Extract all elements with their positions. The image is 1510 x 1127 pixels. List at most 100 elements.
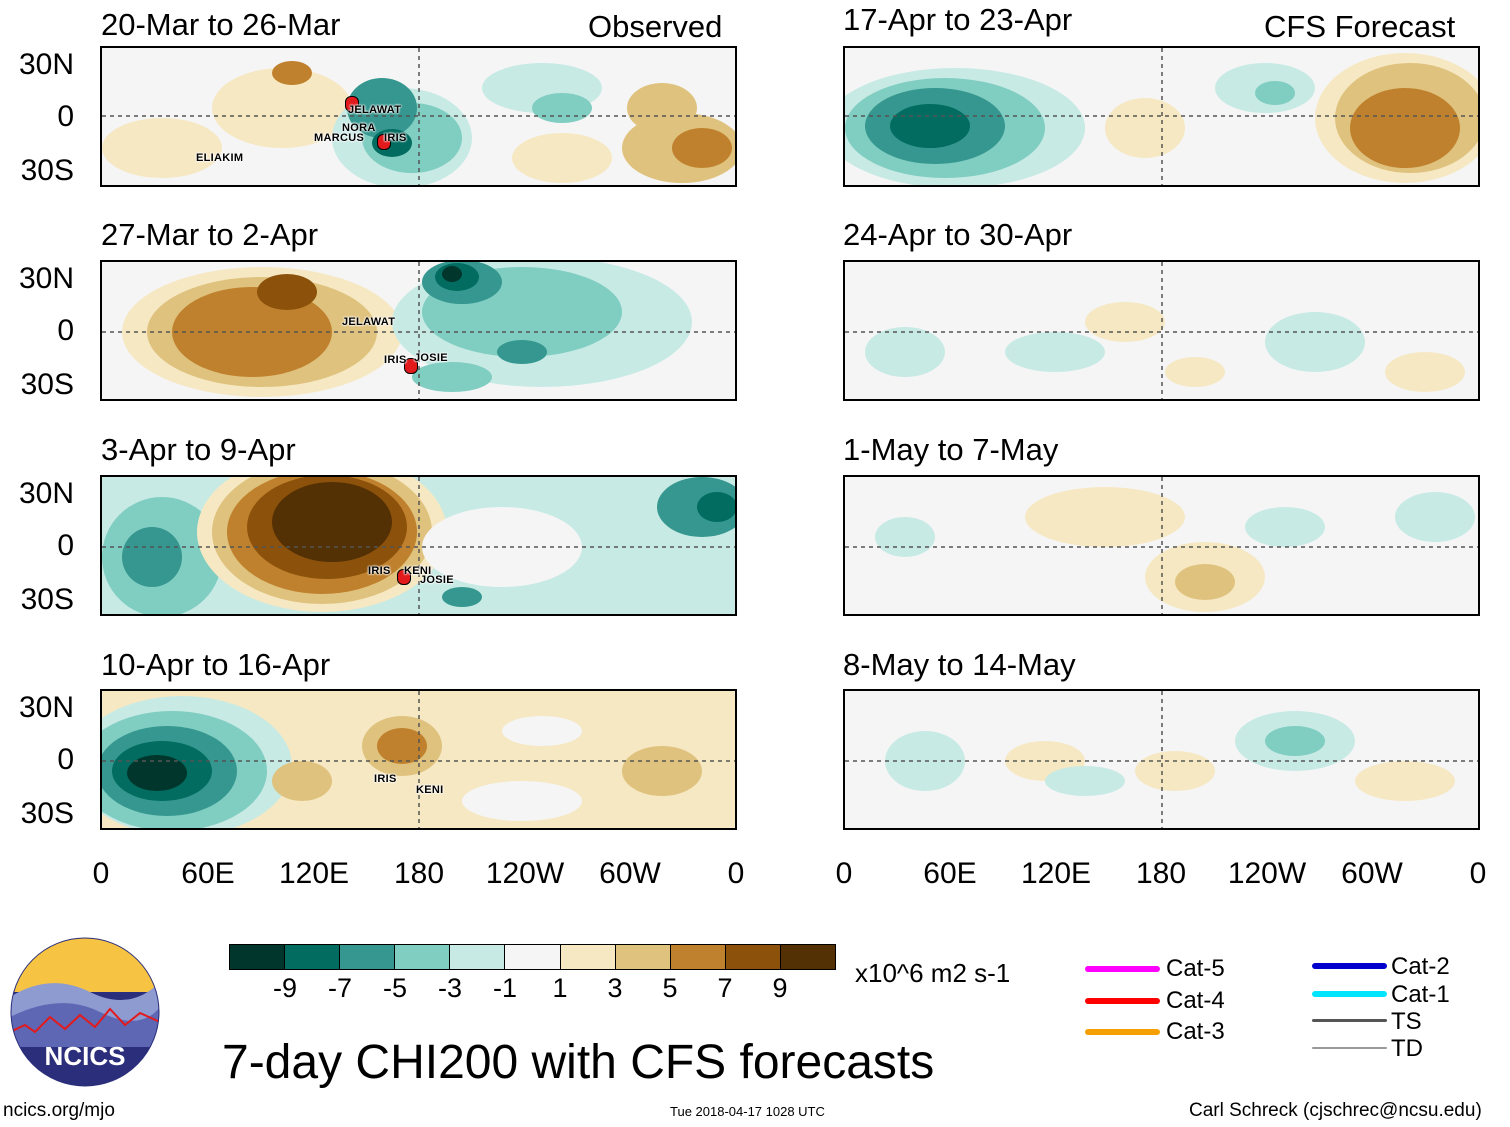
- lon-label: 120W: [485, 857, 565, 890]
- lon-label: 0: [835, 857, 853, 890]
- colorbar-tick: -3: [437, 973, 462, 1003]
- lon-label: 180: [393, 857, 445, 890]
- colorbar-tick: -5: [382, 973, 407, 1003]
- colorbar-swatch: [339, 945, 395, 969]
- legend-label: TS: [1391, 1008, 1422, 1035]
- legend-line-cat3: [1085, 1029, 1160, 1035]
- map-panel: [843, 689, 1480, 830]
- colorbar-swatch: [394, 945, 450, 969]
- colorbar-tick: -7: [327, 973, 352, 1003]
- lat-label: 0: [57, 314, 74, 347]
- lon-label: 120W: [1227, 857, 1307, 890]
- footer-author: Carl Schreck (cjschrec@ncsu.edu): [1189, 1100, 1482, 1121]
- lon-label: 0: [1469, 857, 1487, 890]
- colorbar: [229, 944, 836, 970]
- legend-line-cat5: [1085, 966, 1160, 972]
- lat-label: 30N: [18, 477, 74, 510]
- legend-label: Cat-3: [1166, 1018, 1225, 1045]
- colorbar-tick: 7: [717, 973, 733, 1003]
- lon-label: 180: [1135, 857, 1187, 890]
- logo-text: NCICS: [45, 1041, 126, 1071]
- legend-label: Cat-2: [1391, 953, 1450, 980]
- panel-title: 20-Mar to 26-Mar: [101, 7, 341, 42]
- lon-label: 60W: [599, 857, 661, 890]
- legend-label: Cat-1: [1391, 981, 1450, 1008]
- colorbar-units: x10^6 m2 s-1: [855, 958, 1011, 988]
- map-panel: IRIS KENI: [100, 689, 737, 830]
- colorbar-swatch: [559, 945, 615, 969]
- map-panel: [843, 46, 1480, 187]
- lat-label: 30S: [20, 154, 74, 187]
- panel-title: 1-May to 7-May: [843, 432, 1059, 467]
- lon-label: 60E: [181, 857, 235, 890]
- panel-title: 10-Apr to 16-Apr: [101, 647, 331, 682]
- lat-label: 30N: [18, 691, 74, 724]
- colorbar-tick: 3: [607, 973, 623, 1003]
- colorbar-swatch: [449, 945, 505, 969]
- main-title: 7-day CHI200 with CFS forecasts: [222, 1036, 935, 1089]
- lat-label: 0: [57, 743, 74, 776]
- storm-label: JELAWAT: [348, 104, 402, 116]
- lon-label: 60W: [1341, 857, 1403, 890]
- colorbar-swatch: [779, 945, 836, 969]
- lat-label: 0: [57, 529, 74, 562]
- colorbar-tick: 1: [552, 973, 568, 1003]
- lon-label: 120E: [1020, 857, 1092, 890]
- panel-title: 8-May to 14-May: [843, 647, 1076, 682]
- lat-label: 30N: [18, 48, 74, 81]
- footer-website[interactable]: ncics.org/mjo: [3, 1100, 115, 1121]
- storm-label: IRIS: [384, 354, 407, 366]
- colorbar-swatch: [724, 945, 780, 969]
- panel-title: 3-Apr to 9-Apr: [101, 432, 296, 467]
- legend-line-td: [1312, 1047, 1387, 1049]
- storm-label: MARCUS: [314, 132, 365, 144]
- panel-tag: Observed: [588, 9, 723, 44]
- colorbar-tick: 9: [772, 973, 788, 1003]
- colorbar-swatch: [284, 945, 340, 969]
- storm-label: JOSIE: [420, 574, 454, 586]
- colorbar-swatch: [504, 945, 560, 969]
- footer-timestamp: Tue 2018-04-17 1028 UTC: [670, 1104, 825, 1119]
- lon-label: 60E: [923, 857, 977, 890]
- colorbar-tick: -9: [272, 973, 297, 1003]
- panel-tag: CFS Forecast: [1264, 9, 1456, 44]
- panel-title: 17-Apr to 23-Apr: [843, 2, 1073, 37]
- colorbar-tick: 5: [662, 973, 678, 1003]
- tc-marker: [404, 358, 418, 374]
- lat-label: 30S: [20, 797, 74, 830]
- panel-title: 27-Mar to 2-Apr: [101, 217, 319, 252]
- storm-label: KENI: [404, 565, 432, 577]
- colorbar-swatch: [669, 945, 725, 969]
- storm-label: KENI: [416, 784, 444, 796]
- map-panel: [843, 475, 1480, 616]
- storm-label: IRIS: [368, 565, 391, 577]
- legend-line-cat1: [1312, 991, 1387, 997]
- lon-label: 0: [92, 857, 110, 890]
- storm-label: IRIS: [384, 132, 407, 144]
- legend-line-ts: [1312, 1019, 1387, 1022]
- legend-label: Cat-4: [1166, 987, 1225, 1014]
- lon-label: 0: [727, 857, 745, 890]
- colorbar-tick: -1: [492, 973, 517, 1003]
- storm-label: JELAWAT: [342, 316, 396, 328]
- tc-marker: [397, 569, 411, 585]
- legend-label: Cat-5: [1166, 955, 1225, 982]
- lat-label: 30N: [18, 262, 74, 295]
- ncics-logo: NCICS: [10, 937, 160, 1087]
- storm-label: ELIAKIM: [196, 152, 244, 164]
- storm-label: IRIS: [374, 773, 397, 785]
- legend-line-cat2: [1312, 963, 1387, 969]
- lat-label: 30S: [20, 368, 74, 401]
- lat-label: 0: [57, 100, 74, 133]
- panel-title: 24-Apr to 30-Apr: [843, 217, 1073, 252]
- map-panel: JELAWAT NORA MARCUS IRIS ELIAKIM: [100, 46, 737, 187]
- storm-label: JOSIE: [414, 352, 448, 364]
- tc-marker: [377, 134, 391, 150]
- colorbar-swatch: [230, 945, 285, 969]
- legend-label: TD: [1391, 1035, 1423, 1062]
- tc-marker: [345, 96, 359, 112]
- map-panel: [843, 260, 1480, 401]
- lat-label: 30S: [20, 583, 74, 616]
- lon-label: 120E: [278, 857, 350, 890]
- map-panel: JELAWAT IRIS JOSIE: [100, 260, 737, 401]
